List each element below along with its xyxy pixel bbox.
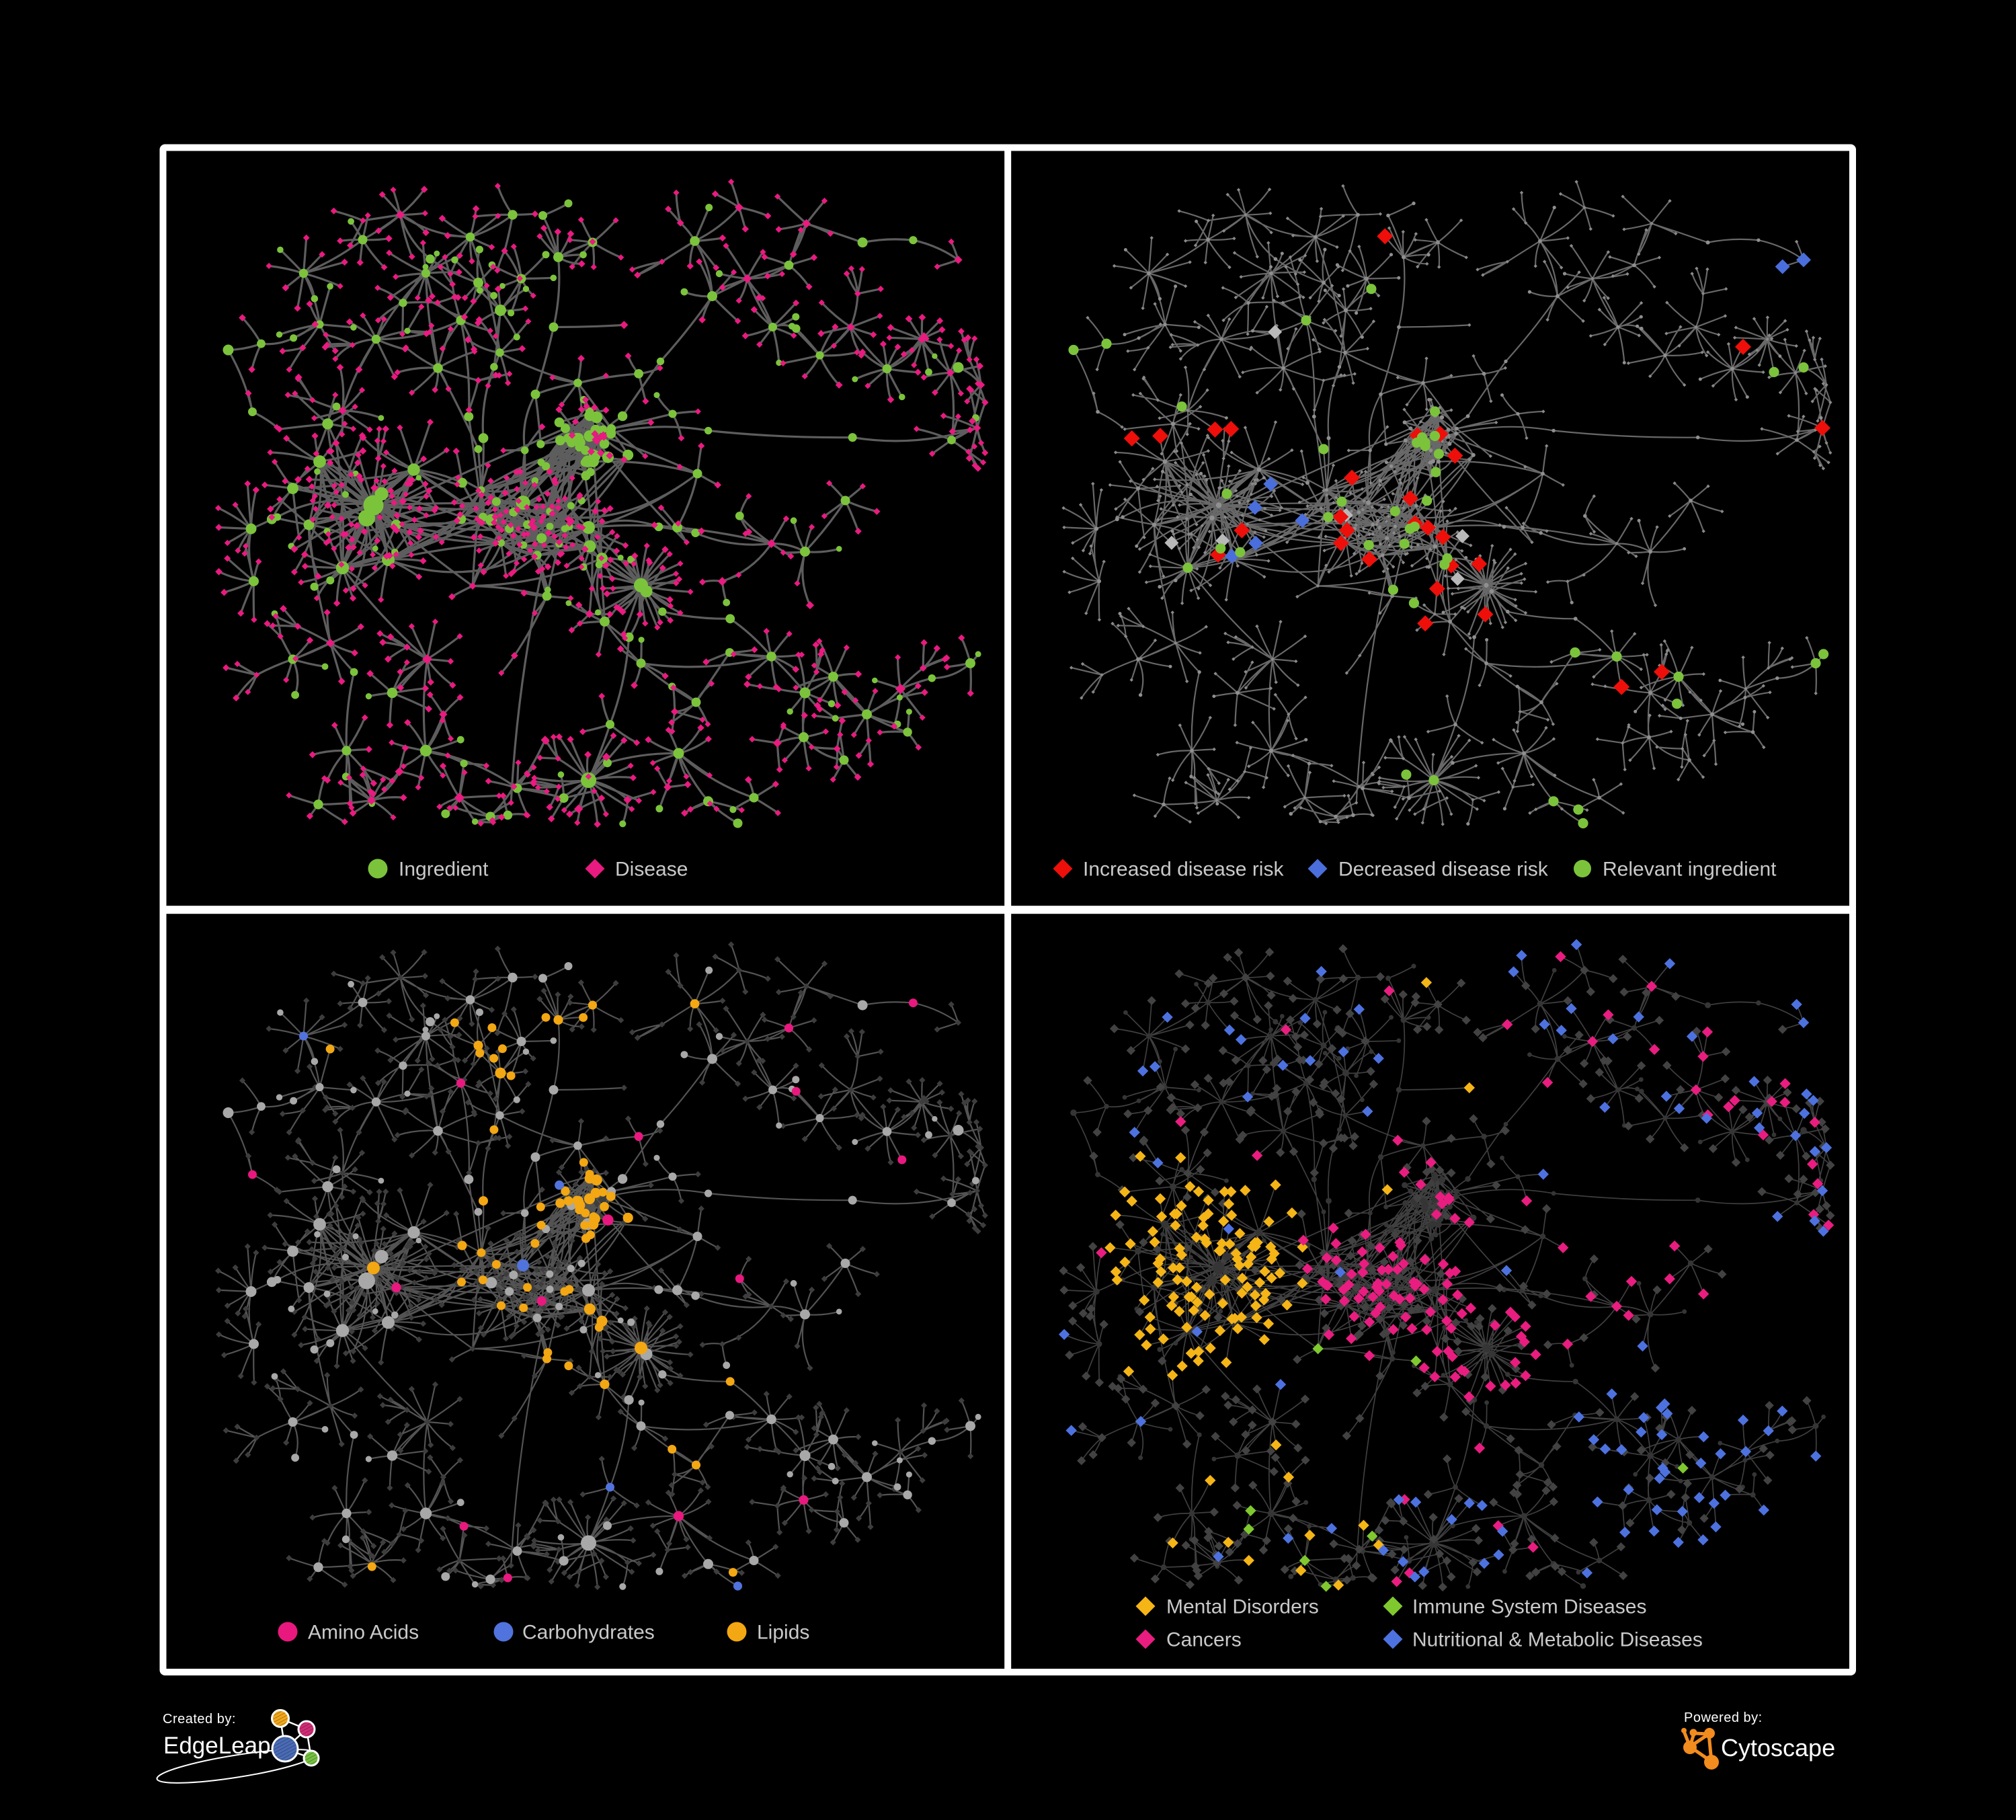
svg-text:Relevant ingredient: Relevant ingredient <box>1603 859 1777 881</box>
svg-text:Carbohydrates: Carbohydrates <box>522 1622 655 1644</box>
svg-text:Increased disease risk: Increased disease risk <box>1083 859 1284 881</box>
svg-text:Mental Disorders: Mental Disorders <box>1166 1596 1319 1618</box>
svg-text:Disease: Disease <box>615 859 688 881</box>
svg-text:Immune System Diseases: Immune System Diseases <box>1412 1596 1646 1618</box>
svg-text:Cancers: Cancers <box>1166 1629 1242 1651</box>
svg-text:Created by:: Created by: <box>163 1712 236 1727</box>
svg-text:Decreased disease risk: Decreased disease risk <box>1338 859 1549 881</box>
svg-text:Cytoscape: Cytoscape <box>1721 1734 1835 1762</box>
svg-text:Amino Acids: Amino Acids <box>308 1622 419 1644</box>
svg-text:EdgeLeap: EdgeLeap <box>163 1733 271 1759</box>
svg-text:Nutritional & Metabolic Diseas: Nutritional & Metabolic Diseases <box>1412 1629 1703 1651</box>
svg-text:Lipids: Lipids <box>757 1622 809 1644</box>
svg-text:Powered by:: Powered by: <box>1684 1710 1763 1725</box>
svg-text:Ingredient: Ingredient <box>399 859 489 881</box>
